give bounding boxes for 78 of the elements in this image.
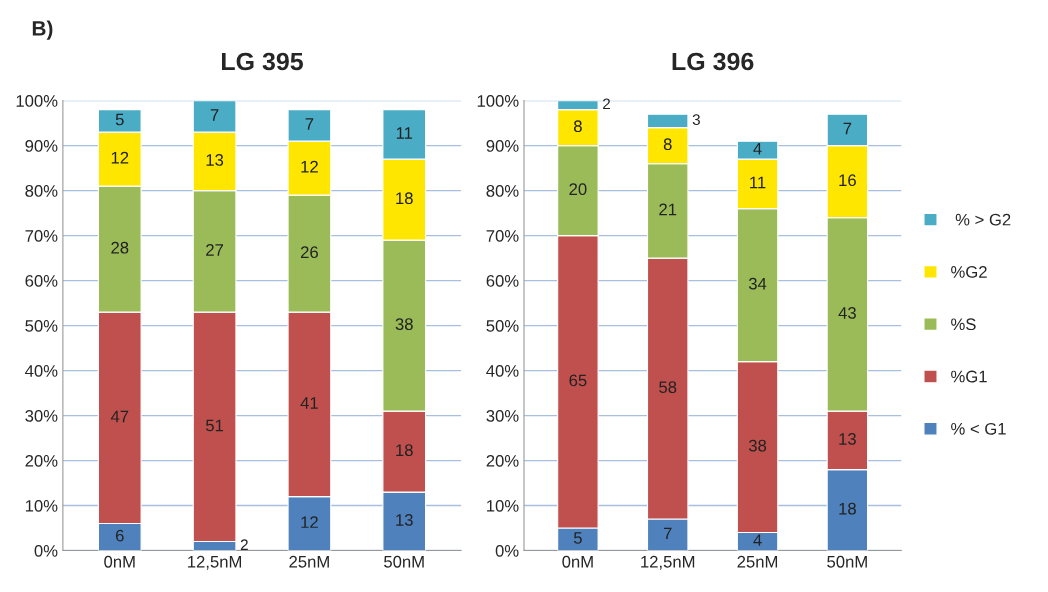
data-label: 18 [396, 444, 413, 457]
data-label: 7 [305, 118, 314, 130]
data-label: 27 [206, 244, 224, 256]
data-label: 43 [838, 307, 856, 319]
data-label: 13 [396, 513, 413, 526]
y-tick-label: 70% [486, 230, 519, 242]
data-label: 3 [692, 114, 700, 125]
data-label: 18 [396, 192, 413, 205]
y-tick-label: 40% [25, 364, 58, 377]
x-tick-label: 12,5nM [641, 555, 695, 570]
data-label: 65 [569, 374, 587, 387]
y-tick-label: 100% [16, 95, 58, 107]
data-label: 12 [111, 151, 129, 164]
x-tick-label: 12,5nM [188, 555, 242, 570]
y-tick-label: 50% [25, 320, 58, 332]
y-tick-label: 0% [495, 544, 519, 557]
chart-title: LG 396 [672, 52, 754, 71]
data-label: 28 [111, 241, 129, 254]
text: B) [32, 20, 53, 40]
y-tick-label: 20% [486, 454, 519, 467]
x-tick-label: 50nM [384, 555, 424, 568]
data-label: 8 [663, 138, 672, 151]
legend-label: %G2 [951, 266, 987, 278]
data-label: 21 [659, 203, 677, 216]
y-tick-label: 20% [25, 454, 58, 467]
data-label: 26 [300, 246, 318, 259]
data-label: 20 [569, 183, 587, 196]
y-tick-label: 60% [486, 275, 519, 287]
data-label: 34 [748, 277, 767, 290]
legend-label: %S [951, 318, 976, 331]
y-tick-label: 80% [486, 185, 519, 197]
data-label: 6 [115, 529, 124, 542]
y-tick-label: 60% [25, 275, 58, 287]
y-tick-label: 40% [486, 364, 519, 377]
legend-label: % > G2 [955, 213, 1011, 226]
x-tick-label: 50nM [827, 555, 867, 568]
data-label: 2 [603, 98, 610, 110]
data-label: 4 [753, 142, 762, 155]
x-tick-label: 25nM [737, 555, 778, 568]
data-label: 13 [206, 154, 224, 166]
y-tick-label: 90% [486, 140, 519, 152]
y-tick-label: 80% [25, 185, 58, 197]
legend-label: %G1 [951, 370, 987, 383]
data-label: 12 [301, 160, 318, 173]
data-label: 16 [839, 174, 856, 187]
y-tick-label: 10% [487, 499, 519, 512]
x-tick-label: 0nM [104, 555, 135, 568]
data-label: 5 [115, 113, 124, 126]
data-label: 58 [659, 381, 677, 394]
y-tick-label: 70% [25, 230, 58, 242]
y-tick-label: 50% [486, 320, 519, 332]
data-label: 7 [663, 527, 672, 540]
data-label: 18 [839, 502, 856, 515]
legend-label: % < G1 [951, 422, 1006, 435]
data-label: 7 [843, 122, 852, 135]
x-tick-label: 0nM [562, 555, 593, 568]
data-label: 2 [240, 539, 248, 551]
y-tick-label: 30% [25, 409, 58, 422]
y-tick-label: 90% [25, 140, 58, 152]
y-tick-label: 10% [25, 499, 58, 512]
data-label: 13 [839, 433, 856, 445]
y-tick-label: 30% [486, 409, 519, 422]
data-label: 47 [110, 410, 129, 423]
data-label: 38 [748, 439, 767, 452]
data-label: 12 [301, 516, 318, 528]
data-label: 11 [396, 127, 413, 139]
data-label: 7 [210, 109, 219, 121]
data-label: 38 [395, 318, 413, 331]
x-tick-label: 25nM [289, 555, 329, 568]
data-label: 41 [300, 397, 318, 409]
data-label: 11 [750, 176, 766, 189]
data-label: 8 [573, 120, 582, 133]
y-tick-label: 0% [34, 544, 58, 557]
data-label: 4 [753, 534, 762, 546]
data-label: 51 [205, 419, 224, 432]
y-tick-label: 100% [477, 95, 519, 107]
data-label: 5 [573, 532, 582, 544]
chart-title: LG 395 [221, 52, 303, 71]
